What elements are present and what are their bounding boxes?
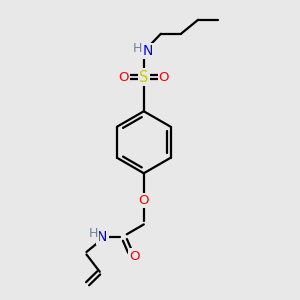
Text: O: O <box>139 194 149 207</box>
Text: O: O <box>159 71 169 84</box>
Text: H: H <box>88 227 98 240</box>
Text: N: N <box>97 230 107 244</box>
Text: N: N <box>142 44 153 58</box>
Text: O: O <box>118 71 129 84</box>
Text: S: S <box>139 70 148 85</box>
Text: O: O <box>129 250 140 262</box>
Text: H: H <box>132 42 142 55</box>
